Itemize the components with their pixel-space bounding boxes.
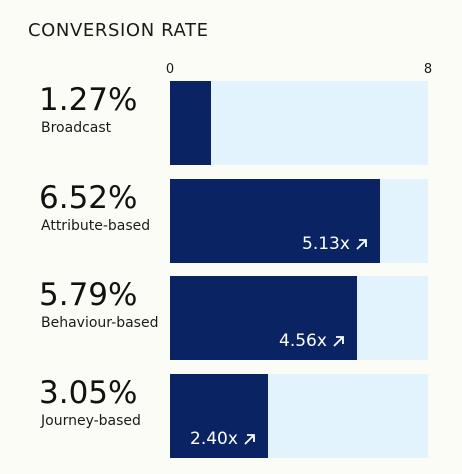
uplift-label: 2.40x bbox=[190, 429, 256, 449]
bar bbox=[170, 179, 380, 263]
uplift-value: 5.13x bbox=[302, 234, 350, 254]
chart-title: CONVERSION RATE bbox=[28, 20, 209, 41]
category-label: Broadcast bbox=[41, 120, 112, 136]
uplift-label: 5.13x bbox=[302, 234, 368, 254]
bar-row-broadcast: 1.27% Broadcast bbox=[0, 81, 462, 165]
axis-tick-min: 0 bbox=[165, 62, 175, 77]
bar-row-journey-based: 3.05% Journey-based 2.40x bbox=[0, 374, 462, 458]
category-label: Behaviour-based bbox=[41, 315, 159, 331]
arrow-up-right-icon bbox=[244, 433, 255, 445]
conversion-rate-value: 3.05% bbox=[39, 375, 138, 411]
bar-track: 2.40x bbox=[170, 374, 428, 458]
bar-track: 5.13x bbox=[170, 179, 428, 263]
category-label: Journey-based bbox=[41, 413, 141, 429]
bar bbox=[170, 81, 211, 165]
conversion-rate-value: 6.52% bbox=[39, 180, 138, 216]
uplift-label: 4.56x bbox=[279, 331, 345, 351]
uplift-value: 4.56x bbox=[279, 331, 327, 351]
arrow-up-right-icon bbox=[356, 238, 367, 250]
bar-track bbox=[170, 81, 428, 165]
conversion-rate-value: 1.27% bbox=[39, 82, 138, 118]
category-label: Attribute-based bbox=[41, 218, 151, 234]
axis-tick-max: 8 bbox=[423, 62, 433, 77]
uplift-value: 2.40x bbox=[190, 429, 238, 449]
bar bbox=[170, 276, 357, 360]
bar-row-behaviour-based: 5.79% Behaviour-based 4.56x bbox=[0, 276, 462, 360]
arrow-up-right-icon bbox=[333, 335, 344, 347]
bar-row-attribute-based: 6.52% Attribute-based 5.13x bbox=[0, 179, 462, 263]
bar bbox=[170, 374, 268, 458]
conversion-rate-value: 5.79% bbox=[39, 277, 138, 313]
bar-track: 4.56x bbox=[170, 276, 428, 360]
